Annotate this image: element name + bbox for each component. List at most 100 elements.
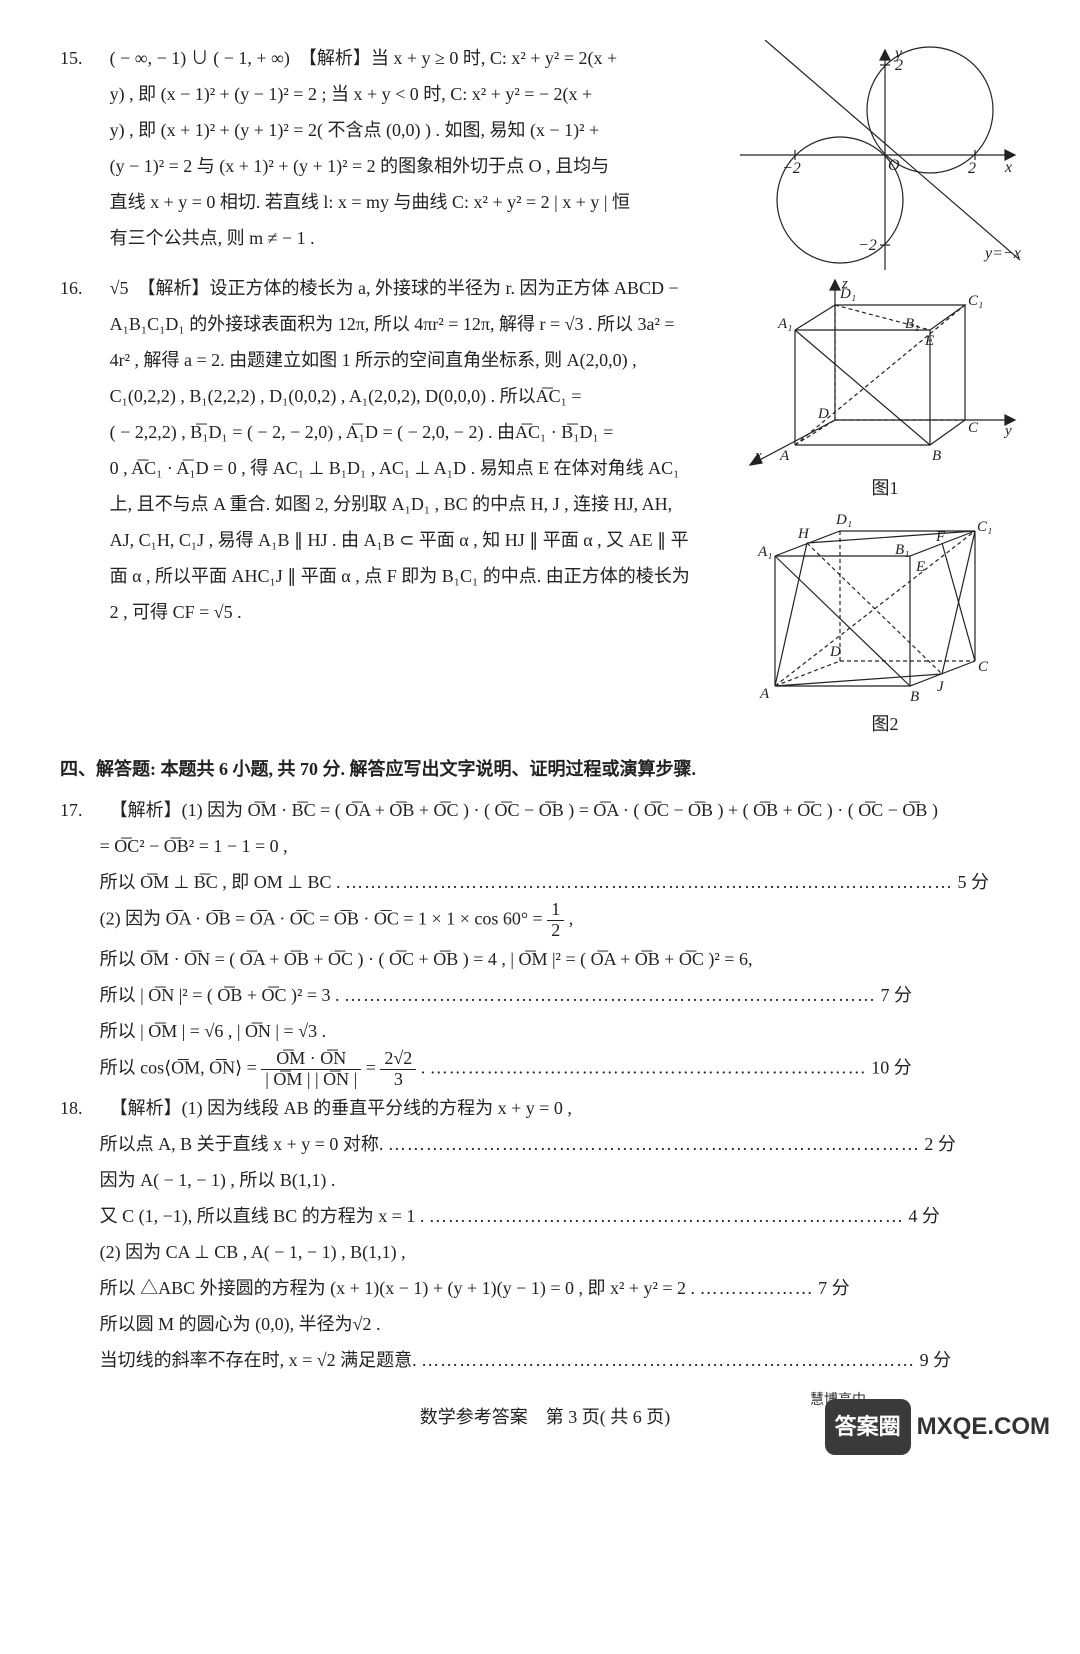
frac-2r2: 2√23: [380, 1049, 416, 1090]
svg-text:E: E: [924, 333, 934, 349]
q18-l7: 所以圆 M 的圆心为 (0,0), 半径为√2 .: [100, 1306, 1030, 1342]
dots: ……………………………………………………………………: [421, 1350, 915, 1370]
q17-l2b: 5 分: [953, 872, 989, 892]
svg-text:y=−x: y=−x: [983, 245, 1021, 262]
svg-text:−2: −2: [782, 160, 801, 177]
q16-l4: ( − 2,2,2) , B͞₁D₁ = ( − 2, − 2,0) , A͞₁…: [110, 414, 730, 450]
dots: …………………………………………………………………: [429, 1206, 904, 1226]
svg-text:2: 2: [968, 160, 976, 177]
q17-l5a: 所以 | O͞N |² = ( O͞B + O͞C )² = 3 .: [100, 985, 344, 1005]
q17-l6: 所以 | O͞M | = √6 , | O͞N | = √3 .: [100, 1013, 1030, 1049]
svg-text:2: 2: [895, 57, 903, 74]
svg-text:D: D: [817, 406, 829, 422]
wm-url: MXQE.COM: [917, 1403, 1050, 1451]
q16-l9: 2 , 可得 CF = √5 .: [110, 594, 730, 630]
q17-l3: (2) 因为 O͞A · O͞B = O͞A · O͞C = O͞B · O͞C…: [100, 900, 1030, 941]
svg-text:D: D: [829, 644, 841, 660]
dots: ……………………………………………………………………………………: [345, 872, 953, 892]
svg-text:B: B: [910, 689, 919, 705]
q16-num: 16.: [60, 270, 100, 306]
fig16a-svg: A B C D A₁ B₁ C₁ D₁ E x y z: [740, 270, 1030, 470]
q17-row: 17. 【解析】(1) 因为 O͞M · B͞C = ( O͞A + O͞B +…: [60, 792, 1030, 828]
q18-indent: 所以点 A, B 关于直线 x + y = 0 对称. …………………………………: [60, 1126, 1030, 1378]
q18-l2b: 2 分: [920, 1134, 956, 1154]
svg-text:H: H: [797, 526, 810, 542]
q16-l8: 面 α , 所以平面 AHC₁J ∥ 平面 α , 点 F 即为 B₁C₁ 的中…: [110, 558, 730, 594]
svg-text:C₁: C₁: [968, 293, 983, 309]
q15-l0: ( − ∞, − 1) ∪ ( − 1, + ∞) 【解析】当 x + y ≥ …: [110, 40, 730, 76]
fig16-container: A B C D A₁ B₁ C₁ D₁ E x y z 图1: [740, 270, 1030, 742]
svg-text:B₁: B₁: [905, 316, 919, 332]
q18-l4a: 又 C (1, −1), 所以直线 BC 的方程为 x = 1 .: [100, 1206, 429, 1226]
q18-l2: 所以点 A, B 关于直线 x + y = 0 对称. …………………………………: [100, 1126, 1030, 1162]
q17-indent: = O͞C² − O͞B² = 1 − 1 = 0 , 所以 O͞M ⊥ B͞C…: [60, 828, 1030, 1089]
wm-ans: 答案圈: [825, 1399, 911, 1455]
q16-row: 16. √5 【解析】设正方体的棱长为 a, 外接球的半径为 r. 因为正方体 …: [60, 270, 1030, 742]
q16-l5: 0 , A͞C₁ · A͞₁D = 0 , 得 AC₁ ⊥ B₁D₁ , AC₁…: [110, 450, 730, 486]
q15-body: ( − ∞, − 1) ∪ ( − 1, + ∞) 【解析】当 x + y ≥ …: [110, 40, 730, 256]
dots: …………………………………………………………………………: [388, 1134, 920, 1154]
q15-row: 15. ( − ∞, − 1) ∪ ( − 1, + ∞) 【解析】当 x + …: [60, 40, 1030, 270]
q18-row: 18. 【解析】(1) 因为线段 AB 的垂直平分线的方程为 x + y = 0…: [60, 1090, 1030, 1126]
svg-text:A₁: A₁: [757, 544, 772, 560]
q17-l1: = O͞C² − O͞B² = 1 − 1 = 0 ,: [100, 828, 1030, 864]
q18-l3: 因为 A( − 1, − 1) , 所以 B(1,1) .: [100, 1162, 1030, 1198]
fig16b-cap: 图2: [740, 706, 1030, 742]
q16-l6: 上, 且不与点 A 重合. 如图 2, 分别取 A₁D₁ , BC 的中点 H,…: [110, 486, 730, 522]
q18-l2a: 所以点 A, B 关于直线 x + y = 0 对称.: [100, 1134, 388, 1154]
q15-l5: 有三个公共点, 则 m ≠ − 1 .: [110, 220, 730, 256]
q18-l4b: 4 分: [904, 1206, 940, 1226]
svg-text:A₁: A₁: [777, 316, 792, 332]
q18-l5: (2) 因为 CA ⊥ CB , A( − 1, − 1) , B(1,1) ,: [100, 1234, 1030, 1270]
q18-l6b: 7 分: [814, 1278, 850, 1298]
q15-l4: 直线 x + y = 0 相切. 若直线 l: x = my 与曲线 C: x²…: [110, 184, 730, 220]
q15-l2: y) , 即 (x + 1)² + (y + 1)² = 2( 不含点 (0,0…: [110, 112, 730, 148]
q17-body: 【解析】(1) 因为 O͞M · B͞C = ( O͞A + O͞B + O͞C…: [110, 792, 1030, 828]
fig16a-cap: 图1: [740, 470, 1030, 506]
q15-l3: (y − 1)² = 2 与 (x + 1)² + (y + 1)² = 2 的…: [110, 148, 730, 184]
svg-text:A: A: [779, 448, 790, 464]
dots: …………………………………………………………………………: [344, 985, 876, 1005]
q17-l3p: (2) 因为 O͞A · O͞B = O͞A · O͞C = O͞B · O͞C…: [100, 909, 548, 929]
svg-text:J: J: [937, 679, 945, 695]
q18-l8a: 当切线的斜率不存在时, x = √2 满足题意.: [100, 1350, 422, 1370]
q16-l3: C₁(0,2,2) , B₁(2,2,2) , D₁(0,0,2) , A₁(2…: [110, 378, 730, 414]
q17-l7b: 10 分: [867, 1057, 912, 1077]
svg-text:x: x: [1004, 159, 1012, 176]
dots: ……………………………………………………………: [430, 1057, 867, 1077]
q15-l1: y) , 即 (x − 1)² + (y − 1)² = 2 ; 当 x + y…: [110, 76, 730, 112]
svg-text:D₁: D₁: [835, 512, 852, 528]
q16-l2: 4r² , 解得 a = 2. 由题建立如图 1 所示的空间直角坐标系, 则 A…: [110, 342, 730, 378]
q16-l7: AJ, C₁H, C₁J , 易得 A₁B ∥ HJ . 由 A₁B ⊂ 平面 …: [110, 522, 730, 558]
q18-body: 【解析】(1) 因为线段 AB 的垂直平分线的方程为 x + y = 0 ,: [110, 1090, 1030, 1126]
fig16b-svg: A B C D A₁ B₁ C₁ D₁ H J F E: [740, 506, 1030, 706]
q16-l0: √5 【解析】设正方体的棱长为 a, 外接球的半径为 r. 因为正方体 ABCD…: [110, 270, 730, 306]
q17-l7p: 所以 cos⟨O͞M, O͞N⟩ =: [100, 1057, 262, 1077]
q18-l8b: 9 分: [915, 1350, 951, 1370]
q17-num: 17.: [60, 792, 100, 828]
svg-text:−2: −2: [858, 237, 877, 254]
q17-l7m: =: [366, 1057, 381, 1077]
svg-text:O: O: [888, 157, 900, 174]
q17-l3s: ,: [569, 909, 574, 929]
q18-num: 18.: [60, 1090, 100, 1126]
q17-l7: 所以 cos⟨O͞M, O͞N⟩ = O͞M · O͞N| O͞M | | O͞…: [100, 1049, 1030, 1090]
q17-l4: 所以 O͞M · O͞N = ( O͞A + O͞B + O͞C ) · ( O…: [100, 941, 1030, 977]
frac-half: 12: [547, 900, 564, 941]
fig15-container: x y O −2 2 2 −2 y=−x: [740, 40, 1030, 270]
q16-l1: A₁B₁C₁D₁ 的外接球表面积为 12π, 所以 4πr² = 12π, 解得…: [110, 306, 730, 342]
svg-text:z: z: [841, 276, 848, 292]
q18-l4: 又 C (1, −1), 所以直线 BC 的方程为 x = 1 . …………………: [100, 1198, 1030, 1234]
svg-text:B: B: [932, 448, 941, 464]
section4-head: 四、解答题: 本题共 6 小题, 共 70 分. 解答应写出文字说明、证明过程或…: [60, 751, 1030, 787]
q18-l1: 【解析】(1) 因为线段 AB 的垂直平分线的方程为 x + y = 0 ,: [110, 1090, 1030, 1126]
svg-text:C₁: C₁: [977, 519, 992, 535]
q18-l6a: 所以 △ABC 外接圆的方程为 (x + 1)(x − 1) + (y + 1)…: [100, 1278, 700, 1298]
svg-text:C: C: [968, 420, 979, 436]
svg-text:x: x: [754, 448, 762, 464]
q18-l6: 所以 △ABC 外接圆的方程为 (x + 1)(x − 1) + (y + 1)…: [100, 1270, 1030, 1306]
svg-text:A: A: [759, 686, 770, 702]
q17-l5b: 7 分: [876, 985, 912, 1005]
frac-omon: O͞M · O͞N| O͞M | | O͞N |: [261, 1049, 361, 1090]
q17-l2a: 所以 O͞M ⊥ B͞C , 即 OM ⊥ BC .: [100, 872, 345, 892]
